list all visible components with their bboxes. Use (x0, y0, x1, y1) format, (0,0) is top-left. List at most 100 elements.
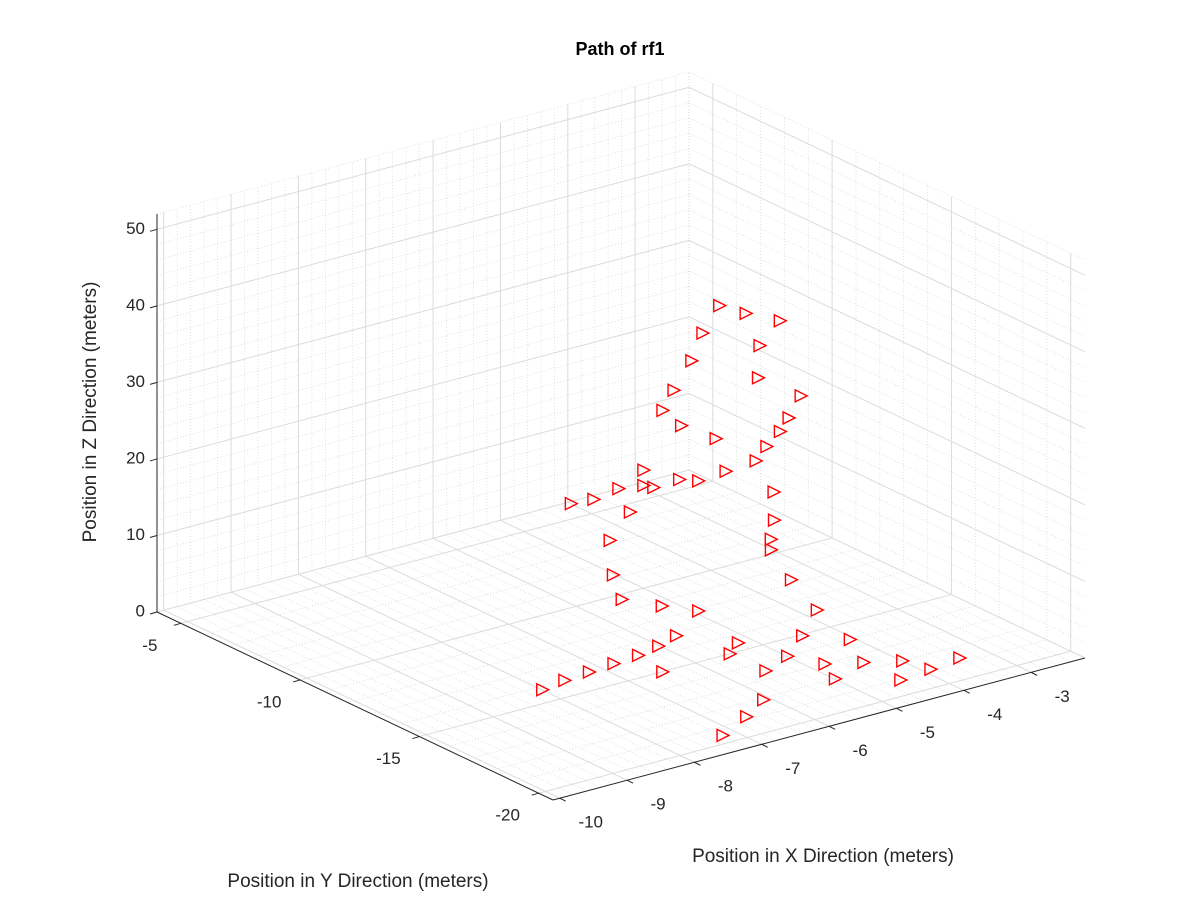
z-tick-label: 40 (126, 295, 145, 314)
marker (692, 473, 707, 489)
minor-grid-line (352, 559, 749, 749)
marker (828, 671, 843, 687)
x-tick (1030, 671, 1038, 676)
grid-line (688, 163, 1086, 353)
marker (631, 648, 647, 663)
marker (656, 664, 671, 680)
marker (606, 567, 622, 582)
z-tick-label: 10 (126, 525, 145, 544)
minor-grid-line (594, 494, 991, 684)
minor-grid-line (648, 480, 1045, 670)
minor-grid-line (527, 512, 924, 702)
y-tick (412, 736, 420, 740)
marker (796, 628, 811, 643)
marker (637, 478, 652, 493)
z-tick-label: 30 (126, 372, 145, 391)
grid-line (163, 609, 560, 799)
grid-line (156, 163, 690, 307)
x-tick (626, 779, 634, 784)
y-tick (292, 679, 301, 683)
y-axis-label: Position in Y Direction (meters) (227, 871, 488, 892)
marker (685, 353, 700, 368)
x-tick (963, 689, 971, 694)
grid-line (156, 86, 690, 230)
grid-line (156, 469, 690, 613)
marker (582, 664, 598, 680)
minor-grid-line (675, 473, 1072, 662)
y-tick-label: -20 (495, 806, 520, 825)
x-tick-label: -3 (1055, 687, 1070, 706)
y-tick-label: -15 (376, 749, 401, 768)
minor-grid-line (446, 534, 843, 724)
minor-grid-line (688, 347, 1086, 536)
marker (674, 418, 690, 433)
marker (764, 532, 779, 547)
minor-grid-line (513, 516, 911, 706)
minor-grid-line (688, 117, 1086, 307)
grid-line (567, 501, 964, 691)
minor-grid-line (177, 606, 574, 795)
marker (612, 481, 627, 496)
z-tick (149, 381, 158, 385)
marker (781, 649, 796, 664)
minor-grid-line (540, 509, 937, 698)
marker (564, 496, 579, 511)
marker (669, 628, 685, 643)
marker (740, 709, 755, 724)
y-axis (156, 611, 554, 801)
grid-line (365, 555, 762, 745)
minor-grid-line (688, 301, 1086, 490)
marker (773, 424, 788, 439)
z-tick-label: 0 (136, 601, 145, 620)
minor-grid-line (379, 552, 776, 741)
marker (713, 298, 728, 313)
marker (739, 306, 754, 321)
z-tick-label: 50 (126, 219, 145, 238)
z-tick-label: 20 (126, 448, 145, 467)
marker (773, 313, 788, 328)
marker (767, 484, 782, 500)
chart-title: Path of rf1 (575, 39, 664, 59)
minor-grid-line (459, 530, 857, 720)
marker (749, 453, 764, 469)
minor-grid-line (217, 595, 614, 785)
grid-line (688, 393, 1086, 582)
grid-line (156, 316, 690, 460)
minor-grid-line (608, 491, 1005, 680)
y-tick (173, 622, 181, 626)
grid-line (688, 469, 1086, 659)
minor-grid-line (688, 377, 1086, 567)
minor-grid-line (581, 498, 978, 688)
marker (692, 603, 707, 619)
grid-line (156, 392, 690, 536)
x-tick-label: -9 (651, 795, 666, 814)
z-tick (149, 228, 158, 232)
grid-line (688, 316, 1086, 506)
minor-grid-line (688, 270, 1086, 460)
marker (894, 672, 909, 688)
marker (757, 692, 772, 707)
minor-grid-line (244, 588, 641, 777)
minor-grid-line (257, 584, 655, 774)
minor-grid-line (688, 423, 1086, 613)
minor-grid-line (688, 148, 1086, 337)
marker (764, 542, 779, 557)
marker (782, 410, 797, 426)
marker (753, 338, 768, 353)
grid-line (298, 573, 695, 763)
marker (558, 673, 573, 688)
minor-grid-line (271, 581, 668, 770)
x-tick (694, 761, 701, 766)
minor-grid-line (688, 255, 1086, 445)
marker (637, 463, 652, 478)
x-tick (761, 743, 768, 748)
grid-line (538, 650, 1071, 794)
minor-grid-line (688, 209, 1086, 399)
minor-grid-line (688, 224, 1086, 414)
marker (716, 728, 731, 743)
x-tick-label: -5 (920, 723, 935, 742)
minor-grid-line (688, 408, 1086, 598)
x-tick-label: -8 (718, 777, 733, 796)
z-tick (149, 611, 158, 615)
marker (623, 504, 638, 520)
